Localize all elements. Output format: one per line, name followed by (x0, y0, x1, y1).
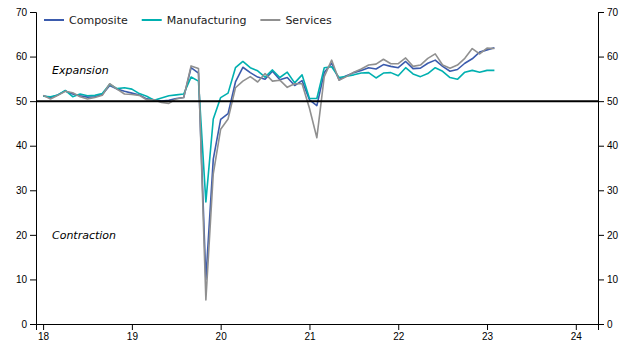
tick: 50 (16, 96, 36, 107)
legend-swatch (44, 19, 64, 21)
tick-label: 21 (304, 331, 316, 342)
chart: 18 19 20 21 22 23 24 0 10 20 30 40 50 60 70 0 10 20 30 40 50… (0, 0, 634, 350)
tick-label: 10 (16, 274, 28, 285)
tick-mark (598, 279, 604, 280)
legend-label: Services (285, 14, 332, 27)
tick: 70 (16, 7, 36, 18)
tick: 23 (482, 324, 494, 342)
tick: 60 (598, 51, 619, 62)
tick: 10 (16, 274, 36, 285)
tick-mark (30, 324, 36, 325)
tick-label: 20 (216, 331, 228, 342)
tick: 20 (16, 230, 36, 241)
tick-mark (30, 279, 36, 280)
tick-mark (309, 324, 310, 330)
series-line (43, 48, 494, 300)
tick-label: 23 (482, 331, 494, 342)
legend-swatch (142, 19, 162, 21)
tick: 40 (16, 140, 36, 151)
tick-label: 24 (571, 331, 583, 342)
tick-mark (598, 146, 604, 147)
tick: 50 (598, 96, 619, 107)
tick-mark (221, 324, 222, 330)
tick-label: 70 (16, 7, 28, 18)
legend-swatch (260, 19, 280, 21)
series-line (43, 61, 494, 201)
legend-label: Composite (69, 14, 128, 27)
tick-label: 60 (607, 51, 619, 62)
tick-mark (30, 57, 36, 58)
tick-mark (30, 146, 36, 147)
tick: 60 (16, 51, 36, 62)
axis-line (30, 13, 37, 325)
axis-line (599, 13, 605, 325)
tick-label: 30 (16, 185, 28, 196)
tick-label: 0 (607, 319, 613, 330)
tick: 20 (216, 324, 228, 342)
tick-label: 10 (607, 274, 619, 285)
tick-label: 60 (16, 51, 28, 62)
tick: 10 (598, 274, 619, 285)
tick-mark (30, 190, 36, 191)
plot: 18 19 20 21 22 23 24 0 10 20 30 40 50 60 70 0 10 20 30 40 50… (16, 7, 619, 342)
tick: 70 (598, 7, 619, 18)
tick-label: 18 (38, 331, 50, 342)
tick-label: 22 (393, 331, 405, 342)
tick: 20 (598, 230, 619, 241)
tick-mark (43, 324, 44, 330)
tick-mark (30, 101, 36, 102)
legend: Composite Manufacturing Services (44, 14, 332, 27)
tick: 19 (127, 324, 139, 342)
annotation: Contraction (52, 229, 116, 242)
tick-mark (598, 324, 604, 325)
tick-label: 30 (607, 185, 619, 196)
tick-mark (598, 57, 604, 58)
series-line (43, 48, 494, 280)
legend-item: Composite (44, 14, 128, 27)
tick-label: 40 (16, 140, 28, 151)
tick-mark (30, 235, 36, 236)
legend-item: Services (260, 14, 332, 27)
tick-mark (598, 235, 604, 236)
tick: 0 (21, 319, 36, 330)
y2-axis: 0 10 20 30 40 50 60 70 (598, 7, 619, 330)
tick: 0 (598, 319, 613, 330)
axis-line (37, 325, 599, 331)
tick-label: 50 (607, 96, 619, 107)
tick-label: 50 (16, 96, 28, 107)
tick-label: 0 (21, 319, 27, 330)
tick: 30 (598, 185, 619, 196)
tick: 18 (38, 324, 50, 342)
tick-mark (576, 324, 577, 330)
tick-label: 19 (127, 331, 139, 342)
tick-label: 70 (607, 7, 619, 18)
tick-mark (487, 324, 488, 330)
tick-mark (598, 12, 604, 13)
tick-mark (30, 12, 36, 13)
marks (36, 48, 598, 300)
annotations: Expansion Contraction (52, 64, 116, 242)
legend-label: Manufacturing (167, 14, 247, 27)
tick-mark (398, 324, 399, 330)
tick: 40 (598, 140, 619, 151)
tick: 21 (304, 324, 316, 342)
tick: 22 (393, 324, 405, 342)
tick: 24 (571, 324, 583, 342)
tick-mark (132, 324, 133, 330)
tick-label: 20 (16, 230, 28, 241)
legend-item: Manufacturing (142, 14, 247, 27)
tick-mark (598, 190, 604, 191)
tick-mark (598, 101, 604, 102)
x-axis: 18 19 20 21 22 23 24 (37, 324, 599, 342)
annotation: Expansion (52, 64, 109, 77)
threshold-line (36, 100, 598, 102)
tick-label: 20 (607, 230, 619, 241)
y-axis: 0 10 20 30 40 50 60 70 (16, 7, 37, 330)
tick-label: 40 (607, 140, 619, 151)
tick: 30 (16, 185, 36, 196)
